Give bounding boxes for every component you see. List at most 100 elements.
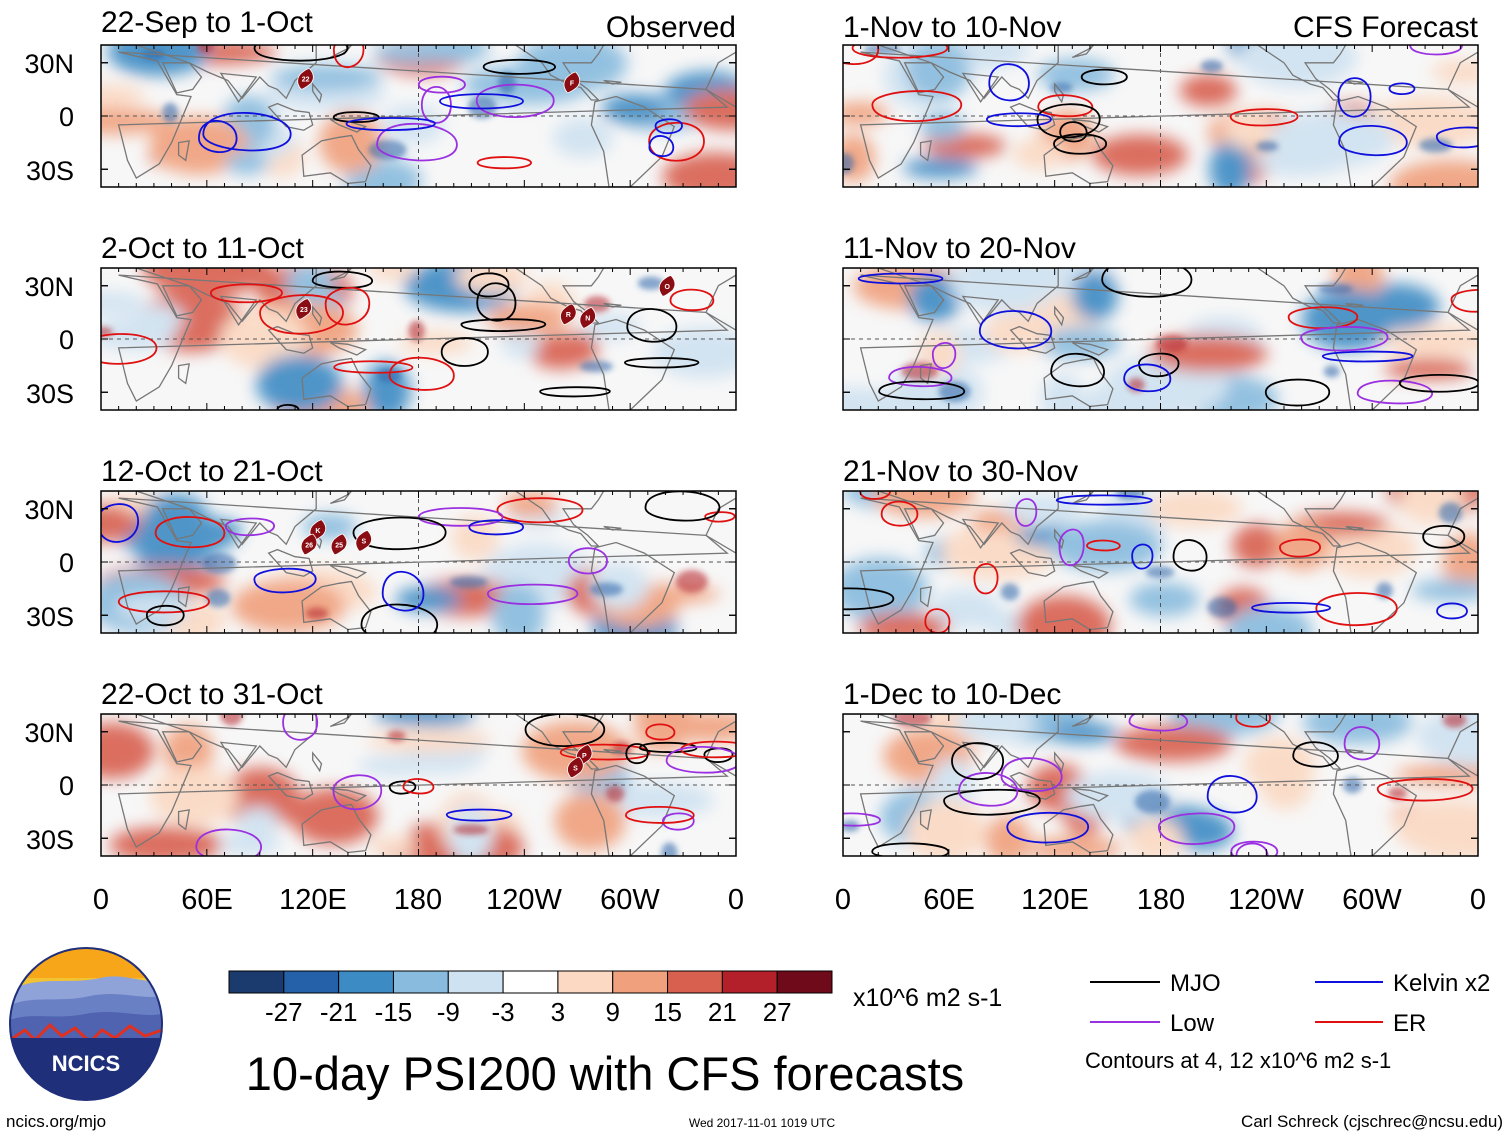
continent xyxy=(1009,325,1056,354)
legend-mjo: MJO xyxy=(1170,970,1221,997)
continent xyxy=(301,803,372,854)
continent xyxy=(1447,51,1478,108)
contour-line xyxy=(1356,379,1434,405)
contour-line xyxy=(880,500,919,527)
anomaly-blob xyxy=(142,268,272,298)
legend-kelvin: Kelvin x2 xyxy=(1393,970,1490,997)
contour-line xyxy=(475,83,555,118)
anomaly-core xyxy=(1388,787,1407,800)
anomaly-blob xyxy=(1231,523,1282,568)
panel-left-2-date: 2-Oct to 11-Oct xyxy=(101,232,305,265)
contour-line xyxy=(1000,757,1063,792)
contour-line xyxy=(1101,268,1193,298)
contour-line xyxy=(101,503,140,543)
contour-line xyxy=(333,360,414,374)
colorbar-swatch xyxy=(721,970,778,994)
lon-label: 120E xyxy=(279,884,347,916)
anomaly-blob xyxy=(1410,579,1478,602)
colorbar-swatch xyxy=(228,970,285,994)
continent xyxy=(312,305,323,327)
storm-icon xyxy=(355,530,372,552)
footer-timestamp: Wed 2017-11-01 1019 UTC xyxy=(689,1116,836,1130)
anomaly-field xyxy=(843,714,1478,856)
anomaly-blob xyxy=(230,579,347,633)
continent xyxy=(1256,268,1347,324)
anomaly-blob xyxy=(285,268,335,304)
continent xyxy=(1256,491,1347,547)
anomaly-blob xyxy=(956,714,1036,743)
continent xyxy=(101,491,317,546)
contour-line xyxy=(1337,77,1372,118)
anomaly-blob xyxy=(984,311,1052,353)
continent xyxy=(117,720,729,849)
logo-text: NCICS xyxy=(52,1051,120,1076)
contour-line xyxy=(1172,539,1208,572)
continent xyxy=(590,541,676,633)
storm-marker: S xyxy=(355,530,372,552)
contour-line xyxy=(468,519,525,536)
panel-left-4-date: 22-Oct to 31-Oct xyxy=(101,678,323,711)
contour-line xyxy=(958,772,1019,807)
contour-line xyxy=(1086,539,1121,552)
continent xyxy=(590,318,676,410)
contour-line xyxy=(381,570,425,612)
figure-title: 10-day PSI200 with CFS forecasts xyxy=(246,1047,964,1100)
storm-marker: O xyxy=(658,275,676,297)
contour-line xyxy=(439,93,524,110)
storm-icon xyxy=(560,303,577,325)
anomaly-blob xyxy=(652,327,736,379)
continent xyxy=(329,564,368,579)
wave-contours xyxy=(843,491,1468,633)
contour-line xyxy=(1128,714,1189,732)
anomaly-blob xyxy=(1301,288,1394,351)
panel-left-1-date: 22-Sep to 1-Oct xyxy=(101,6,313,39)
contour-line xyxy=(524,714,606,748)
anomaly-core xyxy=(1342,777,1363,794)
anomaly-core xyxy=(1418,138,1453,153)
contour-line xyxy=(843,45,880,65)
contour-line xyxy=(486,583,579,606)
anomaly-blob xyxy=(1209,140,1252,187)
contour-line xyxy=(1229,108,1299,127)
lat-30s: 30S xyxy=(26,379,74,409)
storm-marker: 23 xyxy=(295,298,312,320)
anomaly-blob xyxy=(557,332,599,366)
continent xyxy=(843,714,1059,769)
lon-label: 60E xyxy=(923,884,975,916)
continent xyxy=(961,295,1000,326)
continent xyxy=(312,82,323,104)
anomaly-blob xyxy=(919,111,965,141)
anomaly-core xyxy=(162,102,179,124)
continent xyxy=(267,325,314,354)
continent xyxy=(843,45,1059,100)
contour-line xyxy=(440,337,489,367)
anomaly-core xyxy=(387,730,406,742)
contour-line xyxy=(253,45,349,62)
anomaly-blob xyxy=(683,89,736,131)
continent xyxy=(330,491,353,505)
contour-line xyxy=(1037,94,1094,118)
anomaly-blob xyxy=(930,588,1001,630)
colorbar-swatch xyxy=(612,970,669,994)
anomaly-blob xyxy=(1274,521,1332,571)
continent xyxy=(312,751,323,773)
lon-label: 120W xyxy=(486,884,562,916)
continent xyxy=(1345,79,1364,85)
contour-line xyxy=(973,563,999,595)
continent xyxy=(329,341,368,356)
continent xyxy=(177,363,191,385)
anomaly-core xyxy=(1000,583,1020,601)
storm-label: 26 xyxy=(305,542,313,549)
storm-label: F xyxy=(570,80,575,87)
continent xyxy=(161,285,203,317)
contour-line xyxy=(888,365,953,388)
anomaly-core xyxy=(675,569,708,593)
contour-line xyxy=(878,380,966,401)
storm-label: 25 xyxy=(335,542,343,549)
anomaly-blob xyxy=(367,268,417,281)
contour-line xyxy=(1014,498,1038,527)
anomaly-blob xyxy=(225,151,269,175)
contour-line xyxy=(1292,741,1339,768)
colorbar-tick-label: 21 xyxy=(708,997,737,1027)
anomaly-blob xyxy=(985,815,1031,856)
